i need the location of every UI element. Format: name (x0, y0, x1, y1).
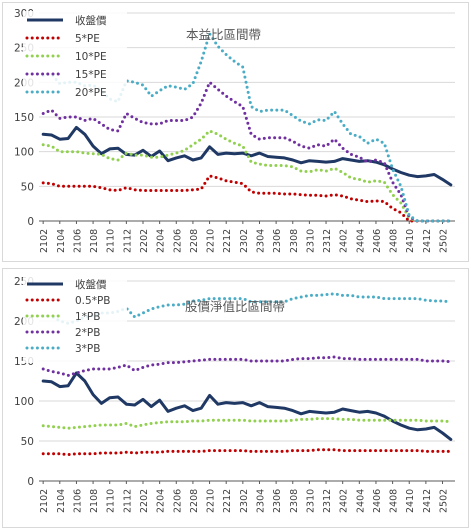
pe-band-chart-panel: 0501001502002503002102210421062108211021… (2, 2, 469, 262)
x-tick-label: 2302 (239, 229, 250, 253)
x-tick-label: 2210 (206, 229, 217, 253)
x-tick-label: 2412 (422, 229, 433, 253)
x-tick-label: 2212 (222, 229, 233, 253)
pb-band-chart-panel: 0501001502002502102210421062108211021122… (2, 268, 469, 528)
y-tick-label: 100 (14, 396, 34, 408)
x-tick-label: 2110 (106, 489, 117, 513)
x-tick-label: 2310 (305, 229, 316, 253)
x-tick-label: 2112 (122, 229, 133, 253)
x-tick-label: 2502 (439, 489, 450, 513)
series-line-0 (41, 125, 453, 187)
x-tick-label: 2408 (389, 229, 400, 253)
legend-label: 10*PE (75, 51, 107, 63)
legend-box (23, 11, 127, 109)
x-tick-label: 2110 (106, 229, 117, 253)
x-tick-label: 2102 (39, 229, 50, 253)
x-tick-label: 2106 (72, 229, 83, 253)
y-tick-label: 0 (27, 216, 34, 228)
x-tick-label: 2112 (122, 489, 133, 513)
legend-label: 1*PB (75, 311, 100, 323)
legend: 收盤價 0.5*PB 1*PB 2*PB 3*PB (23, 275, 127, 363)
x-tick-label: 2202 (139, 489, 150, 513)
x-tick-label: 2106 (72, 489, 83, 513)
x-tick-label: 2310 (305, 489, 316, 513)
legend-box (23, 275, 127, 363)
x-tick-label: 2404 (355, 229, 366, 253)
x-tick-label: 2406 (372, 229, 383, 253)
y-tick-label: 0 (27, 476, 34, 488)
pb-band-chart: 0501001502002502102210421062108211021122… (14, 275, 455, 513)
x-tick-label: 2108 (89, 229, 100, 253)
x-tick-label: 2304 (255, 489, 266, 513)
x-tick-label: 2306 (272, 229, 283, 253)
x-tick-label: 2208 (189, 489, 200, 513)
series-line-1 (41, 448, 453, 457)
series-line-4 (41, 292, 453, 325)
x-tick-label: 2108 (89, 489, 100, 513)
legend-label: 收盤價 (75, 278, 107, 291)
x-tick-label: 2304 (255, 229, 266, 253)
x-tick-label: 2502 (439, 229, 450, 253)
x-tick-label: 2404 (355, 489, 366, 513)
band-annotation: 本益比區間帶 (186, 27, 261, 42)
x-tick-label: 2402 (339, 229, 350, 253)
x-tick-label: 2104 (56, 229, 67, 253)
y-tick-label: 100 (14, 147, 34, 159)
x-tick-label: 2308 (289, 489, 300, 513)
legend-label: 收盤價 (75, 14, 107, 27)
y-tick-label: 50 (21, 181, 34, 193)
x-tick-label: 2312 (322, 229, 333, 253)
x-tick-label: 2204 (156, 229, 167, 253)
x-tick-label: 2412 (422, 489, 433, 513)
x-tick-label: 2204 (156, 489, 167, 513)
pe-band-chart: 0501001502002503002102210421062108211021… (14, 8, 455, 253)
x-tick-label: 2206 (172, 489, 183, 513)
x-tick-label: 2312 (322, 489, 333, 513)
x-tick-label: 2208 (189, 229, 200, 253)
legend-label: 2*PB (75, 327, 100, 339)
y-tick-label: 150 (14, 112, 34, 124)
x-tick-label: 2206 (172, 229, 183, 253)
legend-label: 5*PE (75, 33, 100, 45)
x-tick-label: 2102 (39, 489, 50, 513)
x-tick-label: 2210 (206, 489, 217, 513)
x-tick-label: 2408 (389, 489, 400, 513)
x-tick-label: 2202 (139, 229, 150, 253)
series-line-1 (41, 174, 453, 223)
x-tick-label: 2402 (339, 489, 350, 513)
band-annotation: 股價淨值比區間帶 (185, 299, 285, 314)
series-line-0 (41, 371, 453, 441)
legend: 收盤價 5*PE 10*PE 15*PE 20*PE (23, 11, 127, 109)
x-tick-label: 2308 (289, 229, 300, 253)
x-tick-label: 2104 (56, 489, 67, 513)
legend-label: 0.5*PB (75, 295, 110, 307)
legend-label: 20*PE (75, 87, 107, 99)
x-tick-label: 2306 (272, 489, 283, 513)
x-tick-label: 2406 (372, 489, 383, 513)
legend-label: 3*PB (75, 343, 100, 355)
legend-label: 15*PE (75, 69, 107, 81)
x-tick-label: 2302 (239, 489, 250, 513)
series-line-2 (41, 417, 453, 430)
x-tick-label: 2212 (222, 489, 233, 513)
x-tick-label: 2410 (405, 229, 416, 253)
x-tick-label: 2410 (405, 489, 416, 513)
y-tick-label: 50 (21, 436, 34, 448)
series-line-3 (41, 355, 453, 377)
